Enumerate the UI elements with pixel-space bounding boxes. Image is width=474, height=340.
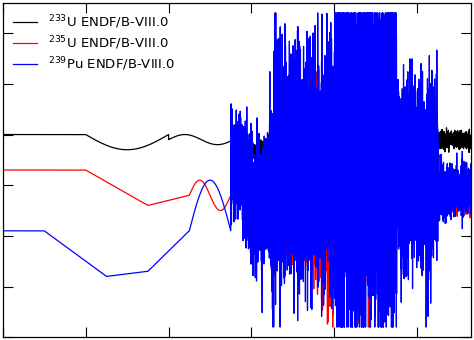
$^{239}$Pu ENDF/B-VIII.0	[272, 11, 278, 15]
$^{235}$U ENDF/B-VIII.0	[25, 168, 30, 172]
$^{233}$U ENDF/B-VIII.0	[121, 148, 127, 152]
$^{239}$Pu ENDF/B-VIII.0	[285, 107, 291, 111]
$^{235}$U ENDF/B-VIII.0	[121, 190, 127, 194]
$^{235}$U ENDF/B-VIII.0	[339, 50, 345, 54]
$^{235}$U ENDF/B-VIII.0	[240, 184, 246, 188]
Line: $^{239}$Pu ENDF/B-VIII.0: $^{239}$Pu ENDF/B-VIII.0	[3, 13, 471, 327]
$^{239}$Pu ENDF/B-VIII.0	[270, 325, 276, 329]
$^{233}$U ENDF/B-VIII.0	[240, 139, 246, 143]
$^{233}$U ENDF/B-VIII.0	[468, 140, 474, 144]
$^{239}$Pu ENDF/B-VIII.0	[0, 229, 6, 233]
$^{233}$U ENDF/B-VIII.0	[25, 133, 30, 137]
$^{235}$U ENDF/B-VIII.0	[285, 189, 291, 193]
$^{239}$Pu ENDF/B-VIII.0	[246, 179, 252, 183]
$^{233}$U ENDF/B-VIII.0	[69, 133, 75, 137]
$^{233}$U ENDF/B-VIII.0	[0, 133, 6, 137]
$^{235}$U ENDF/B-VIII.0	[468, 187, 474, 191]
Line: $^{233}$U ENDF/B-VIII.0: $^{233}$U ENDF/B-VIII.0	[3, 54, 471, 230]
$^{233}$U ENDF/B-VIII.0	[354, 227, 360, 232]
$^{233}$U ENDF/B-VIII.0	[285, 136, 291, 140]
$^{239}$Pu ENDF/B-VIII.0	[69, 249, 75, 253]
$^{239}$Pu ENDF/B-VIII.0	[121, 272, 127, 276]
$^{239}$Pu ENDF/B-VIII.0	[240, 173, 246, 177]
$^{235}$U ENDF/B-VIII.0	[330, 325, 336, 329]
$^{233}$U ENDF/B-VIII.0	[368, 52, 374, 56]
Legend: $^{233}$U ENDF/B-VIII.0, $^{235}$U ENDF/B-VIII.0, $^{239}$Pu ENDF/B-VIII.0: $^{233}$U ENDF/B-VIII.0, $^{235}$U ENDF/…	[9, 10, 179, 77]
$^{235}$U ENDF/B-VIII.0	[246, 180, 252, 184]
Line: $^{235}$U ENDF/B-VIII.0: $^{235}$U ENDF/B-VIII.0	[3, 52, 471, 327]
$^{239}$Pu ENDF/B-VIII.0	[25, 229, 30, 233]
$^{239}$Pu ENDF/B-VIII.0	[468, 186, 474, 190]
$^{233}$U ENDF/B-VIII.0	[246, 145, 252, 149]
$^{235}$U ENDF/B-VIII.0	[69, 168, 75, 172]
$^{235}$U ENDF/B-VIII.0	[0, 168, 6, 172]
